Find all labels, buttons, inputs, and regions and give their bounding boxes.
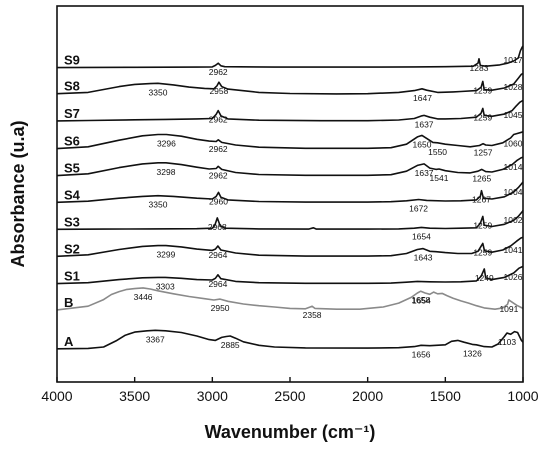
peak-label: 1060 [504,139,523,149]
spectrum-line-s3 [56,209,524,231]
peak-label: 3296 [157,139,176,149]
x-tick-label: 4000 [41,388,72,404]
peak-label: 3446 [134,292,153,302]
series-labels: S9 S8 S7 S6 S5 S4 S3 S2 S1 B A [64,53,81,349]
peak-label: 1041 [504,245,523,255]
peak-label: 2968 [208,222,227,232]
peak-label: 1265 [472,173,491,183]
peak-label: 1656 [412,349,431,359]
peak-label: 3303 [156,281,175,291]
plot-frame [56,5,524,383]
peak-label: 1259 [473,112,492,122]
peak-label: 1045 [504,110,523,120]
spectrum-line-s5 [56,156,524,177]
series-label-s8: S8 [64,79,80,94]
peak-label: 3350 [149,87,168,97]
peak-label: 1259 [473,247,492,257]
spectrum-line-s6 [56,131,524,150]
spectra-traces [56,45,524,350]
series-label-s2: S2 [64,241,80,256]
x-axis-ticks: 4000 3500 3000 2500 2000 1500 1000 [41,377,539,404]
spectrum-line-s9 [56,45,524,69]
peak-label: 3299 [156,250,175,260]
peak-label: 1326 [463,348,482,358]
peak-label: 1259 [473,85,492,95]
peak-label: 1267 [472,195,491,205]
spectrum-line-s4 [56,181,524,204]
peak-labels: 2962 1283 1017 3350 2958 1647 1259 1028 2962 1637… [134,55,523,359]
y-axis-title: Absorbance (u.a) [8,120,28,267]
peak-label: 1643 [414,253,433,263]
peak-label: 1257 [474,148,493,158]
peak-label: 1002 [504,215,523,225]
series-label-s7: S7 [64,106,80,121]
peak-label: 1249 [475,273,494,283]
peak-label: 2964 [208,250,227,260]
peak-label: 2958 [209,86,228,96]
peak-label: 2964 [208,279,227,289]
x-axis-title: Wavenumber (cm⁻¹) [205,422,376,442]
series-label-s5: S5 [64,161,80,176]
peak-label: 2358 [303,310,322,320]
series-label-s9: S9 [64,53,80,68]
peak-label: 1103 [498,337,517,347]
x-tick-label: 3500 [119,388,150,404]
x-tick-label: 1500 [430,388,461,404]
peak-label: 3350 [149,200,168,210]
peak-label: 1650 [413,139,432,149]
series-label-s4: S4 [64,187,81,202]
peak-label: 1654 [412,231,431,241]
series-label-a: A [64,334,74,349]
peak-label: 2962 [209,115,228,125]
peak-label: 2962 [209,67,228,77]
series-label-s6: S6 [64,134,80,149]
x-tick-label: 1000 [507,388,538,404]
peak-label: 1028 [504,82,523,92]
spectrum-line-a [56,329,524,350]
peak-label: 1647 [413,93,432,103]
peak-label: 1259 [473,220,492,230]
peak-label: 1091 [499,304,518,314]
peak-label: 1658 [411,295,430,305]
spectrum-line-s7 [56,99,524,122]
peak-label: 2960 [209,196,228,206]
peak-label: 1014 [504,162,523,172]
peak-label: 3298 [157,167,176,177]
spectrum-line-s8 [56,72,524,95]
peak-label: 1637 [415,119,434,129]
peak-label: 1550 [428,147,447,157]
peak-label: 1541 [430,173,449,183]
peak-label: 1017 [504,55,523,65]
peak-label: 2885 [221,340,240,350]
peak-label: 3367 [146,334,165,344]
series-label-s1: S1 [64,269,80,284]
x-tick-label: 2500 [274,388,305,404]
peak-label: 1637 [415,168,434,178]
peak-label: 2950 [211,303,230,313]
series-label-b: B [64,295,73,310]
peak-label: 1026 [504,272,523,282]
peak-label: 1283 [470,63,489,73]
x-tick-label: 3000 [197,388,228,404]
peak-label: 2962 [209,170,228,180]
spectrum-line-s2 [56,236,524,258]
peak-label: 1672 [409,204,428,214]
peak-label: 1004 [504,187,523,197]
spectrum-line-b [56,287,524,311]
x-tick-label: 2000 [352,388,383,404]
peak-label: 2962 [209,144,228,154]
peak-label: 1654 [412,296,431,306]
series-label-s3: S3 [64,214,80,229]
spectrum-line-s1 [56,265,524,285]
